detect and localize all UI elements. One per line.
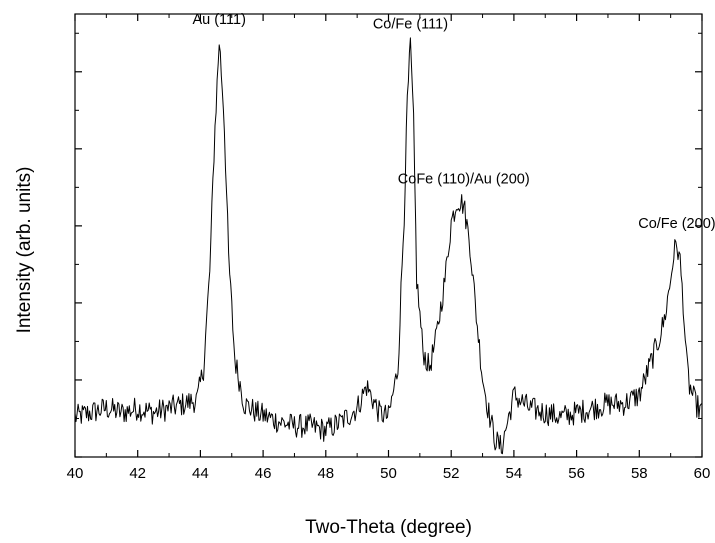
x-tick-label: 40 xyxy=(67,465,84,482)
peak-annotations: Au (111) Co/Fe (111) CoFe (110)/Au (200) Co… xyxy=(192,12,715,232)
peak-annotation: Co/Fe (200) xyxy=(638,216,715,232)
x-axis-label: Two-Theta (degree) xyxy=(305,517,472,538)
x-tick-label: 56 xyxy=(568,465,585,482)
x-tick-label: 42 xyxy=(129,465,146,482)
intensity-series-line xyxy=(74,37,703,455)
peak-annotation: CoFe (110)/Au (200) xyxy=(398,171,530,187)
x-tick-label: 44 xyxy=(192,465,209,482)
x-tick-label: 50 xyxy=(380,465,397,482)
y-axis-ticks xyxy=(75,32,702,458)
y-axis-label: Intensity (arb. units) xyxy=(14,167,35,334)
peak-annotation: Au (111) xyxy=(192,12,245,28)
x-axis-ticks: 40 42 44 46 48 50 52 54 56 58 60 xyxy=(67,14,711,482)
x-tick-label: 54 xyxy=(506,465,523,482)
x-tick-label: 52 xyxy=(443,465,460,482)
plot-frame xyxy=(74,13,703,458)
x-tick-label: 58 xyxy=(631,465,648,482)
peak-annotation: Co/Fe (111) xyxy=(373,16,448,32)
x-tick-label: 48 xyxy=(317,465,334,482)
x-tick-label: 60 xyxy=(694,465,711,482)
x-tick-label: 46 xyxy=(255,465,272,482)
